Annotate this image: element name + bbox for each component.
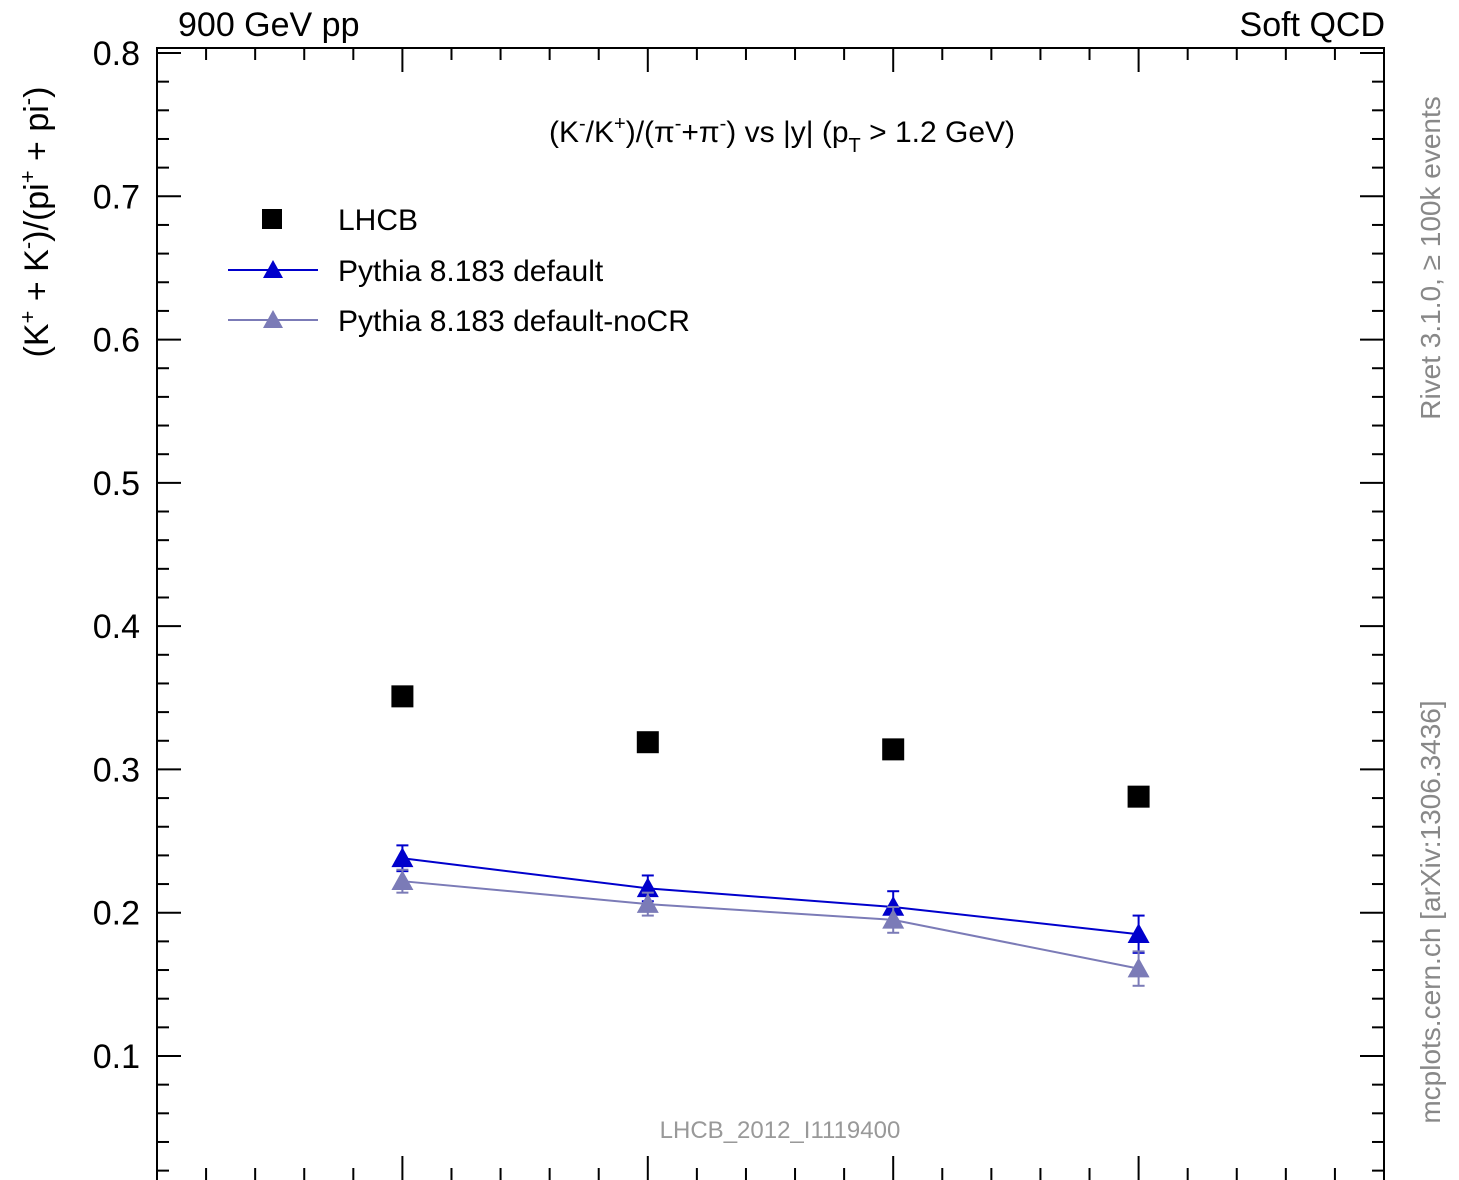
y-tick-label: 0.4 xyxy=(93,608,140,646)
data-point xyxy=(1127,957,1150,978)
data-point xyxy=(636,893,659,913)
legend-item: LHCB xyxy=(262,204,418,237)
data-point xyxy=(1127,923,1150,944)
y-axis-label: (K+ + K-)/(pi+ + pi-) xyxy=(15,87,56,358)
header-right: Soft QCD xyxy=(1240,6,1385,44)
data-point xyxy=(1127,785,1150,808)
rivet-version-label: Rivet 3.1.0, ≥ 100k events xyxy=(1415,96,1446,420)
legend: LHCB Pythia 8.183 default Pythia 8.183 def… xyxy=(228,204,690,338)
data-point xyxy=(636,731,659,754)
chart-title: (K-/K+)/(π-+π-) vs |y| (pT > 1.2 GeV) xyxy=(549,113,1015,157)
legend-marker xyxy=(262,209,282,229)
data-point xyxy=(391,870,414,890)
x-axis-ticks xyxy=(156,48,1385,1180)
series-line xyxy=(402,857,1139,936)
data-point xyxy=(391,847,414,868)
y-tick-label: 0.8 xyxy=(93,35,140,73)
y-tick-label: 0.2 xyxy=(93,895,140,933)
y-tick-label: 0.3 xyxy=(93,751,140,789)
data-point xyxy=(882,895,905,916)
plot-frame xyxy=(156,47,1385,1180)
mcplots-label: mcplots.cern.ch [arXiv:1306.3436] xyxy=(1415,700,1446,1123)
series-pythia-8-183-default xyxy=(391,844,1150,954)
legend-label: Pythia 8.183 default xyxy=(338,255,604,288)
header-left: 900 GeV pp xyxy=(178,6,359,44)
series-line xyxy=(402,880,1139,970)
legend-label: LHCB xyxy=(338,204,418,237)
y-tick-label: 0.7 xyxy=(93,178,140,216)
legend-item: Pythia 8.183 default-noCR xyxy=(228,305,690,338)
data-point xyxy=(882,908,905,929)
legend-marker xyxy=(263,260,283,278)
legend-marker xyxy=(263,310,283,328)
series-layer xyxy=(391,685,1150,987)
y-axis-ticks xyxy=(157,52,1384,1172)
legend-item: Pythia 8.183 default xyxy=(228,255,604,288)
series-lhcb xyxy=(391,685,1150,808)
analysis-watermark: LHCB_2012_I1119400 xyxy=(660,1117,901,1144)
data-point xyxy=(882,738,905,761)
legend-label: Pythia 8.183 default-noCR xyxy=(338,305,690,338)
series-pythia-8-183-default-nocr xyxy=(391,868,1150,987)
y-tick-label: 0.5 xyxy=(93,465,140,503)
y-tick-label: 0.6 xyxy=(93,322,140,360)
data-point xyxy=(391,685,414,708)
y-tick-label: 0.1 xyxy=(93,1038,140,1076)
y-axis-tick-labels: 0.1 0.2 0.3 0.4 0.5 0.6 0.7 0.8 xyxy=(93,35,140,1076)
